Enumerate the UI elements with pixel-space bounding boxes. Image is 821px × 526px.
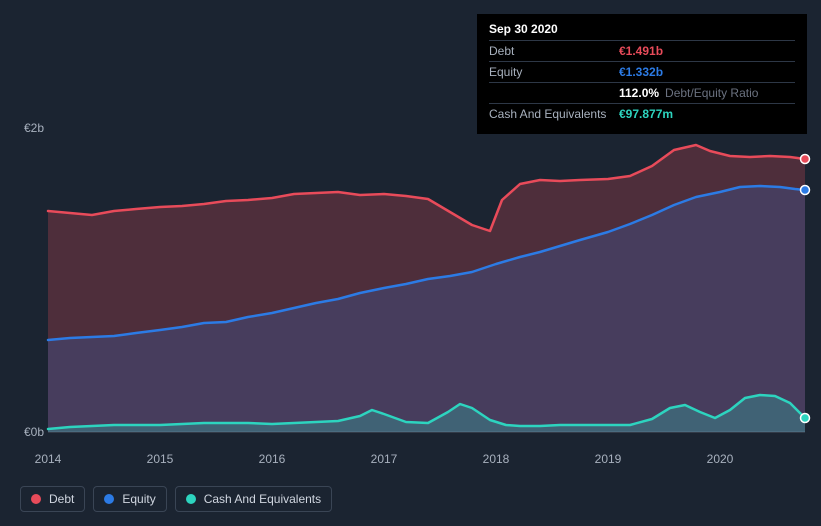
- x-axis-label: 2018: [483, 452, 510, 466]
- x-axis-label: 2017: [371, 452, 398, 466]
- tooltip-label: Cash And Equivalents: [489, 107, 619, 121]
- tooltip-ratio-value: 112.0%: [619, 86, 659, 100]
- tooltip-label: Debt: [489, 44, 619, 58]
- tooltip-value: €1.332b: [619, 65, 663, 79]
- tooltip-row: Cash And Equivalents€97.877m: [489, 103, 795, 124]
- legend-label: Equity: [122, 492, 155, 506]
- tooltip-label: Equity: [489, 65, 619, 79]
- legend: Debt Equity Cash And Equivalents: [20, 486, 332, 512]
- x-axis-label: 2020: [707, 452, 734, 466]
- tooltip-row: 112.0% Debt/Equity Ratio: [489, 82, 795, 103]
- legend-item[interactable]: Debt: [20, 486, 85, 512]
- legend-dot-icon: [104, 494, 114, 504]
- legend-dot-icon: [186, 494, 196, 504]
- legend-label: Cash And Equivalents: [204, 492, 321, 506]
- x-axis-label: 2015: [147, 452, 174, 466]
- tooltip-row: Equity€1.332b: [489, 61, 795, 82]
- legend-item[interactable]: Equity: [93, 486, 166, 512]
- x-axis-label: 2016: [259, 452, 286, 466]
- legend-label: Debt: [49, 492, 74, 506]
- y-axis-label: €2b: [4, 121, 44, 135]
- tooltip-row: Debt€1.491b: [489, 40, 795, 61]
- tooltip-value: €97.877m: [619, 107, 673, 121]
- tooltip-date: Sep 30 2020: [489, 22, 795, 36]
- legend-dot-icon: [31, 494, 41, 504]
- tooltip-value: €1.491b: [619, 44, 663, 58]
- tooltip-ratio-label: Debt/Equity Ratio: [665, 86, 758, 100]
- y-axis-label: €0b: [4, 425, 44, 439]
- x-axis-label: 2019: [595, 452, 622, 466]
- hover-tooltip: Sep 30 2020 Debt€1.491bEquity€1.332b112.…: [477, 14, 807, 134]
- x-axis-label: 2014: [35, 452, 62, 466]
- legend-item[interactable]: Cash And Equivalents: [175, 486, 332, 512]
